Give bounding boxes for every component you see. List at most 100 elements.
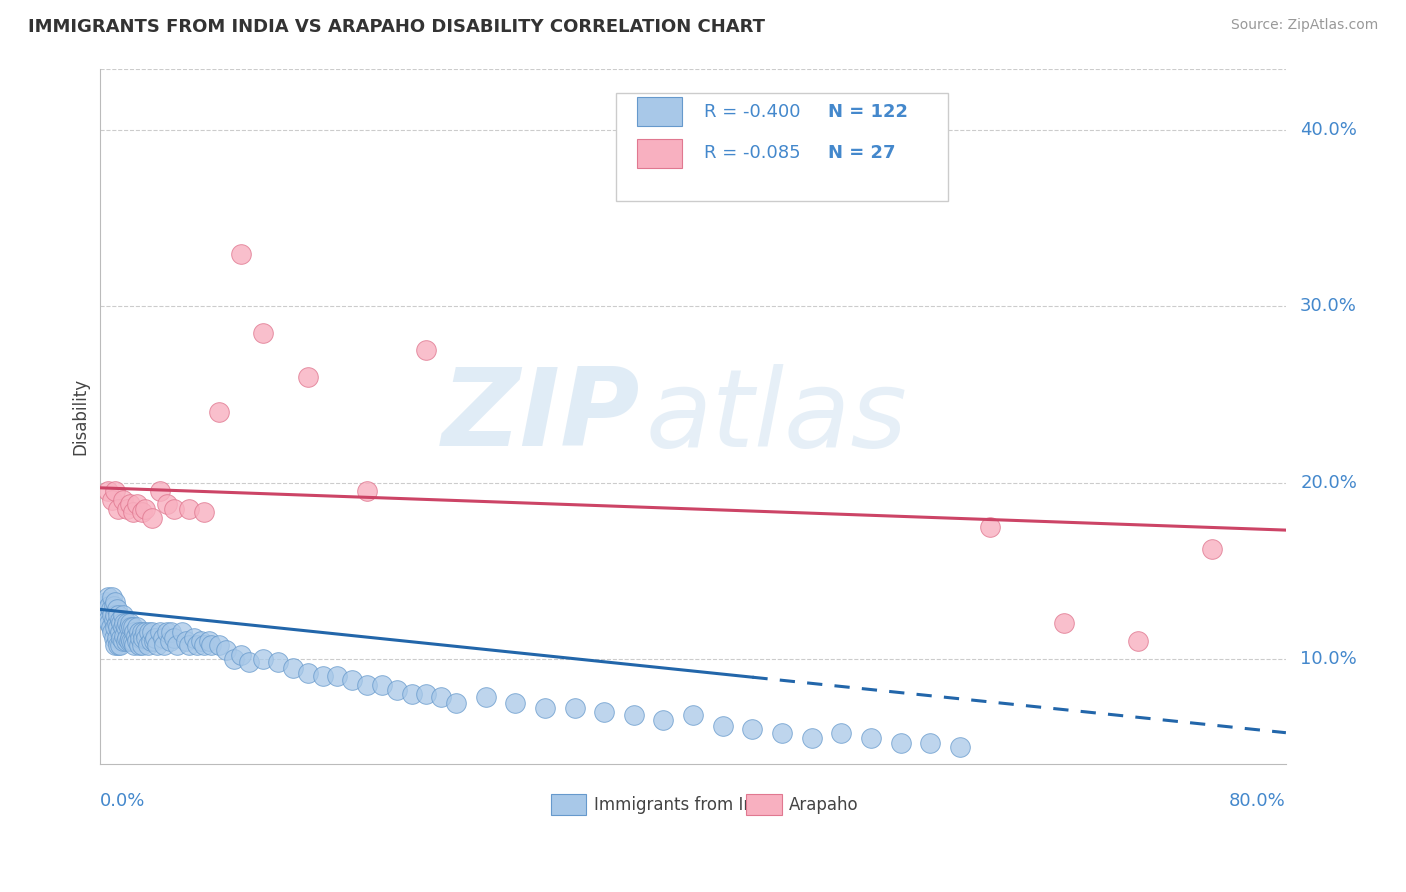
Point	[111, 493, 134, 508]
Point	[125, 629, 148, 643]
Point	[112, 629, 135, 643]
Point	[118, 631, 141, 645]
Text: R = -0.085: R = -0.085	[704, 145, 800, 162]
Point	[208, 638, 231, 652]
FancyBboxPatch shape	[551, 795, 586, 815]
Point	[920, 736, 942, 750]
Point	[134, 625, 156, 640]
Point	[890, 736, 912, 750]
Point	[112, 616, 135, 631]
FancyBboxPatch shape	[616, 93, 948, 201]
Text: N = 122: N = 122	[828, 103, 908, 120]
Point	[200, 638, 222, 652]
Point	[238, 655, 260, 669]
Point	[97, 484, 120, 499]
Point	[111, 634, 134, 648]
Text: 40.0%: 40.0%	[1301, 121, 1357, 139]
Point	[110, 616, 132, 631]
Point	[356, 484, 378, 499]
Point	[104, 620, 127, 634]
Point	[145, 638, 167, 652]
FancyBboxPatch shape	[637, 97, 682, 127]
Point	[183, 631, 205, 645]
Point	[143, 631, 166, 645]
Point	[356, 678, 378, 692]
Text: 10.0%: 10.0%	[1301, 649, 1357, 668]
Point	[1126, 634, 1149, 648]
Point	[97, 602, 120, 616]
Point	[979, 519, 1001, 533]
Point	[830, 725, 852, 739]
Point	[98, 599, 121, 613]
Point	[97, 590, 120, 604]
Point	[231, 246, 253, 260]
Point	[1201, 542, 1223, 557]
Point	[503, 696, 526, 710]
Point	[859, 731, 882, 745]
Point	[104, 484, 127, 499]
Point	[385, 683, 408, 698]
Point	[401, 687, 423, 701]
Point	[101, 625, 124, 640]
Point	[100, 602, 122, 616]
Point	[115, 631, 138, 645]
Point	[176, 634, 198, 648]
Point	[108, 613, 131, 627]
Point	[149, 625, 172, 640]
Point	[156, 497, 179, 511]
Point	[326, 669, 349, 683]
Point	[534, 701, 557, 715]
Point	[128, 625, 150, 640]
Point	[141, 625, 163, 640]
Point	[114, 620, 136, 634]
Point	[105, 616, 128, 631]
Point	[1052, 616, 1074, 631]
Point	[179, 502, 201, 516]
Point	[159, 634, 181, 648]
Point	[231, 648, 253, 663]
Text: 30.0%: 30.0%	[1301, 297, 1357, 316]
Y-axis label: Disability: Disability	[72, 378, 89, 455]
Text: 80.0%: 80.0%	[1229, 792, 1286, 810]
Point	[136, 638, 159, 652]
Point	[101, 493, 124, 508]
Point	[103, 631, 125, 645]
Point	[91, 599, 114, 613]
Point	[103, 599, 125, 613]
Point	[115, 616, 138, 631]
Point	[134, 502, 156, 516]
Point	[129, 631, 152, 645]
Point	[111, 620, 134, 634]
Point	[149, 484, 172, 499]
Point	[564, 701, 586, 715]
Point	[193, 506, 215, 520]
Text: N = 27: N = 27	[828, 145, 896, 162]
Point	[311, 669, 333, 683]
Point	[342, 673, 364, 687]
Point	[107, 638, 129, 652]
Point	[141, 510, 163, 524]
Text: 0.0%: 0.0%	[100, 792, 146, 810]
Point	[108, 638, 131, 652]
Point	[252, 326, 274, 340]
Point	[108, 625, 131, 640]
Point	[122, 506, 145, 520]
Point	[190, 634, 212, 648]
Point	[208, 405, 231, 419]
Point	[96, 595, 118, 609]
Point	[98, 616, 121, 631]
Point	[135, 631, 157, 645]
Text: Immigrants from India: Immigrants from India	[593, 796, 779, 814]
Point	[415, 687, 437, 701]
FancyBboxPatch shape	[747, 795, 782, 815]
Point	[118, 616, 141, 631]
Point	[593, 705, 616, 719]
Text: atlas: atlas	[645, 364, 908, 469]
Point	[131, 638, 153, 652]
Point	[101, 590, 124, 604]
Point	[139, 634, 162, 648]
Point	[131, 506, 153, 520]
Point	[121, 620, 143, 634]
Point	[117, 620, 139, 634]
Point	[131, 625, 153, 640]
